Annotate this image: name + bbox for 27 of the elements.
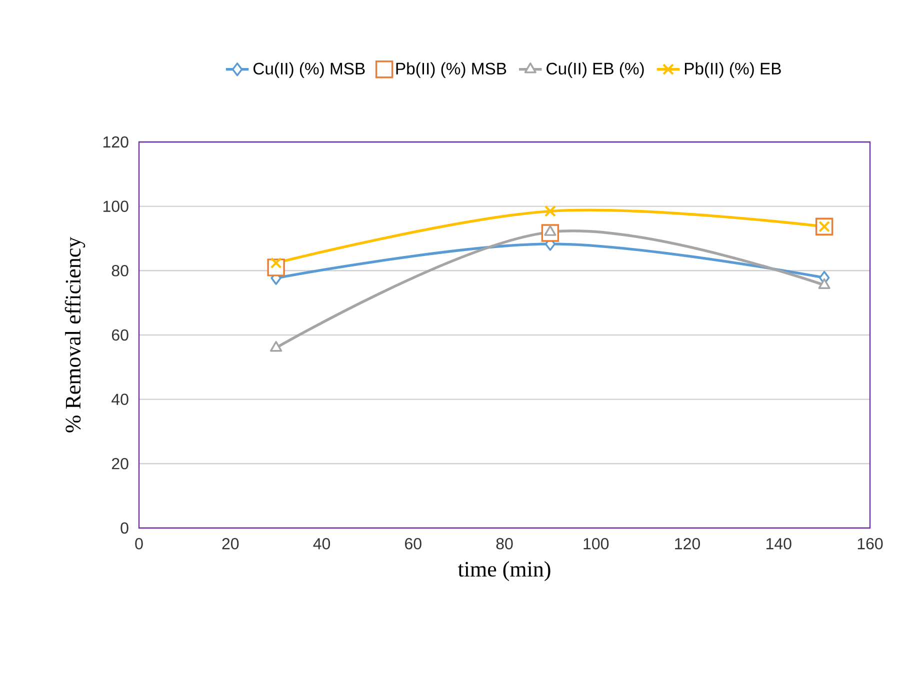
x-tick-label: 120 <box>675 538 700 550</box>
y-tick-label: 20 <box>112 458 128 470</box>
y-axis-title: % Removal efficiency <box>64 236 86 432</box>
y-tick-label: 100 <box>103 200 128 212</box>
x-axis-title: time (min) <box>458 561 550 582</box>
point <box>270 340 282 352</box>
x-tick-label: 100 <box>584 538 609 550</box>
point <box>818 278 830 289</box>
x-tick-label: 160 <box>858 538 883 550</box>
legend-label: Cu(II) (%) MSB <box>254 62 365 78</box>
point <box>818 220 830 232</box>
y-tick-label: 40 <box>112 394 128 405</box>
y-tick-label: 0 <box>120 522 128 534</box>
x-tick-label: 0 <box>135 538 143 550</box>
legend-label: Pb(II) (%) MSB <box>396 62 506 78</box>
point <box>270 257 282 269</box>
x-tick-label: 40 <box>313 538 330 550</box>
legend-label: Cu(II) EB (%) <box>546 62 644 78</box>
legend-label: Pb(II) (%) EB <box>684 62 781 78</box>
y-tick-label: 80 <box>112 265 128 276</box>
y-tick-label: 120 <box>103 136 128 148</box>
x-tick-label: 60 <box>405 538 422 550</box>
point <box>544 205 556 217</box>
x-tick-label: 140 <box>766 538 792 550</box>
x-tick-label: 20 <box>222 538 239 550</box>
y-tick-label: 60 <box>112 329 128 341</box>
x-tick-label: 80 <box>496 538 513 550</box>
